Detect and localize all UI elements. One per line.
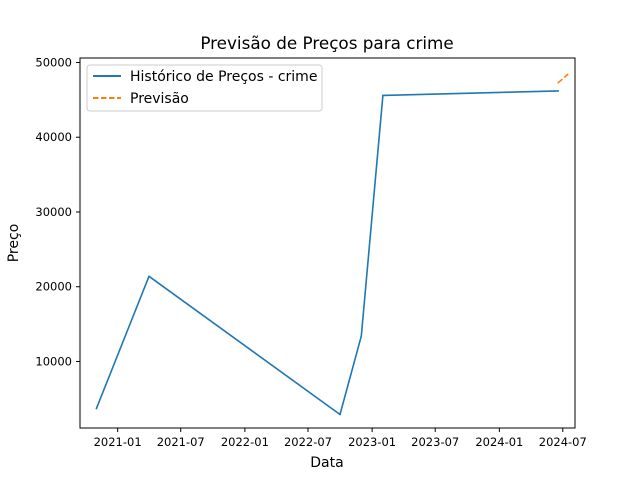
series-0-point-0 xyxy=(95,407,98,410)
x-axis-ticks: 2021-01 2021-07 2022-01 2022-07 2023-01 2023-… xyxy=(94,428,587,449)
x-tick-label-3: 2022-07 xyxy=(284,435,332,449)
plot-frame xyxy=(79,57,576,429)
y-tick-label-1: 20000 xyxy=(35,280,72,294)
x-tick-label-0: 2021-01 xyxy=(94,435,142,449)
series-line-1 xyxy=(557,73,569,84)
series-0-point-4 xyxy=(382,94,384,97)
series-0-point-1 xyxy=(148,275,150,278)
legend-label-historico: Histórico de Preços - crime xyxy=(130,69,317,85)
y-tick-label-0: 10000 xyxy=(35,354,72,368)
legend-label-previsao: Previsão xyxy=(130,91,189,107)
legend-box xyxy=(86,64,323,112)
series-0-point-3 xyxy=(360,335,363,337)
chart-title: Previsão de Preços para crime xyxy=(200,33,453,53)
y-tick-label-3: 40000 xyxy=(35,130,72,144)
x-tick-label-4: 2023-01 xyxy=(348,435,396,449)
series-0-point-2 xyxy=(339,413,341,416)
y-axis-label: Preço xyxy=(6,224,22,263)
y-axis-ticks: 10000 20000 30000 40000 50000 xyxy=(35,55,80,368)
x-axis-label: Data xyxy=(310,455,343,471)
series-1-point-1 xyxy=(566,73,569,76)
x-tick-label-2: 2022-01 xyxy=(221,435,269,449)
x-tick-label-6: 2024-01 xyxy=(475,435,523,449)
y-tick-label-2: 30000 xyxy=(35,205,72,219)
series-line-0 xyxy=(95,90,559,416)
y-tick-label-4: 50000 xyxy=(35,55,72,69)
series-layer xyxy=(95,73,569,416)
legend: Histórico de Preços - crime Previsão xyxy=(86,64,323,112)
x-tick-label-1: 2021-07 xyxy=(157,435,205,449)
series-1-point-0 xyxy=(557,81,560,84)
x-tick-label-7: 2024-07 xyxy=(539,435,587,449)
series-0-point-5 xyxy=(557,90,560,92)
x-tick-label-5: 2023-07 xyxy=(411,435,459,449)
